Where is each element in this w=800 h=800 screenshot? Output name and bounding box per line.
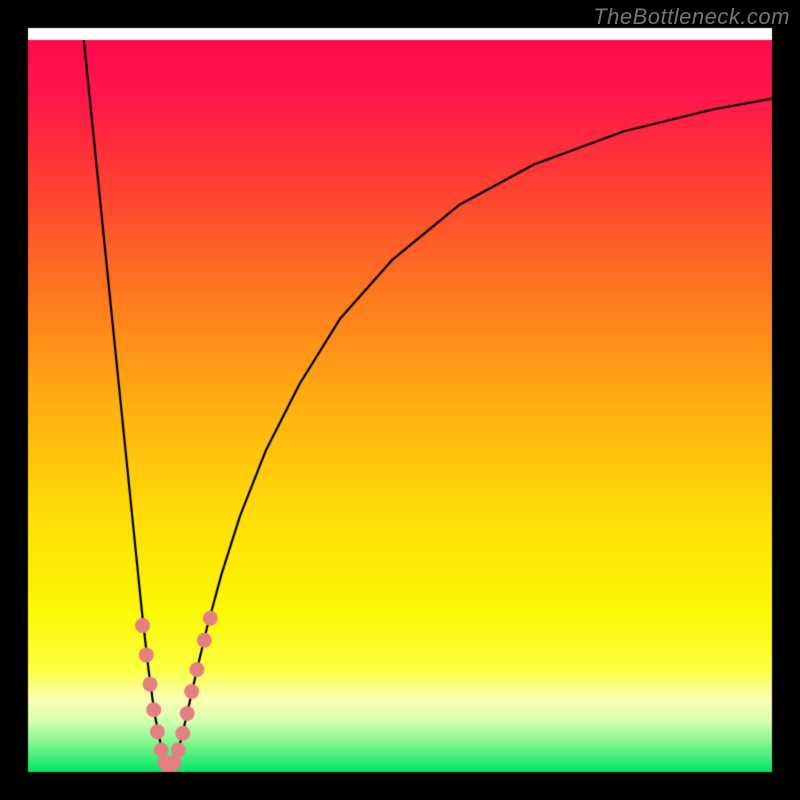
bottleneck-curve-chart [0,0,800,800]
chart-container: TheBottleneck.com [0,0,800,800]
